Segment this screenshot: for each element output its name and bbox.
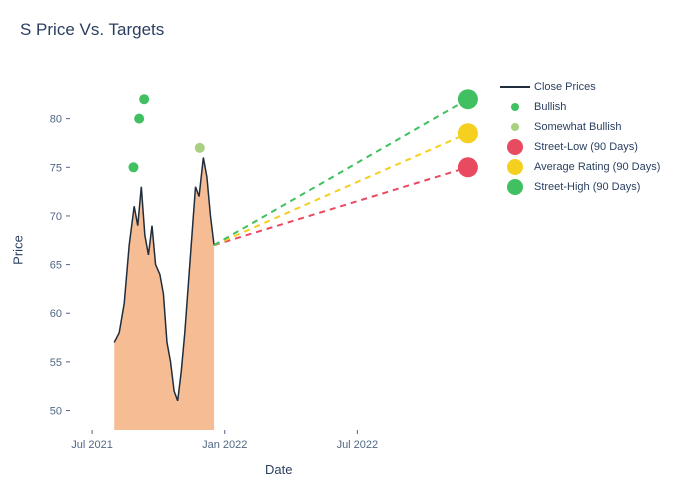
target-marker [458,123,478,143]
svg-text:80: 80 [50,114,62,126]
svg-text:75: 75 [50,162,62,174]
legend-label: Bullish [534,101,566,113]
svg-text:Jan 2022: Jan 2022 [202,439,247,451]
svg-text:55: 55 [50,357,62,369]
legend-item[interactable]: Close Prices [500,78,660,96]
target-marker [458,89,478,109]
legend-label: Street-High (90 Days) [534,181,640,193]
legend-label: Street-Low (90 Days) [534,141,638,153]
target-line [214,133,468,245]
legend-item[interactable]: Bullish [500,98,660,116]
svg-text:70: 70 [50,211,62,223]
chart-container: S Price Vs. Targets 50556065707580Jul 20… [0,0,700,500]
target-line [214,167,468,245]
legend-label: Somewhat Bullish [534,121,621,133]
svg-text:Jul 2022: Jul 2022 [337,439,379,451]
bullish-marker [128,162,138,172]
legend-label: Average Rating (90 Days) [534,161,660,173]
chart-svg: 50 55 60 65 70 75 80 Jul 2021 Jan 2022 Jul 2022 [0,0,700,500]
legend-item[interactable]: Street-High (90 Days) [500,178,660,196]
y-axis-label: Price [11,235,26,265]
svg-text:65: 65 [50,260,62,272]
legend: Close Prices Bullish Somewhat Bullish Stree… [500,78,660,198]
svg-text:Jul 2021: Jul 2021 [71,439,113,451]
svg-text:50: 50 [50,406,62,418]
legend-item[interactable]: Somewhat Bullish [500,118,660,136]
legend-label: Close Prices [534,81,596,93]
x-axis-label: Date [265,462,292,477]
bullish-marker [134,114,144,124]
legend-item[interactable]: Street-Low (90 Days) [500,138,660,156]
somewhat-bullish-marker [195,143,205,153]
bullish-marker [139,94,149,104]
target-line [214,99,468,245]
target-marker [458,157,478,177]
svg-text:60: 60 [50,308,62,320]
legend-item[interactable]: Average Rating (90 Days) [500,158,660,176]
